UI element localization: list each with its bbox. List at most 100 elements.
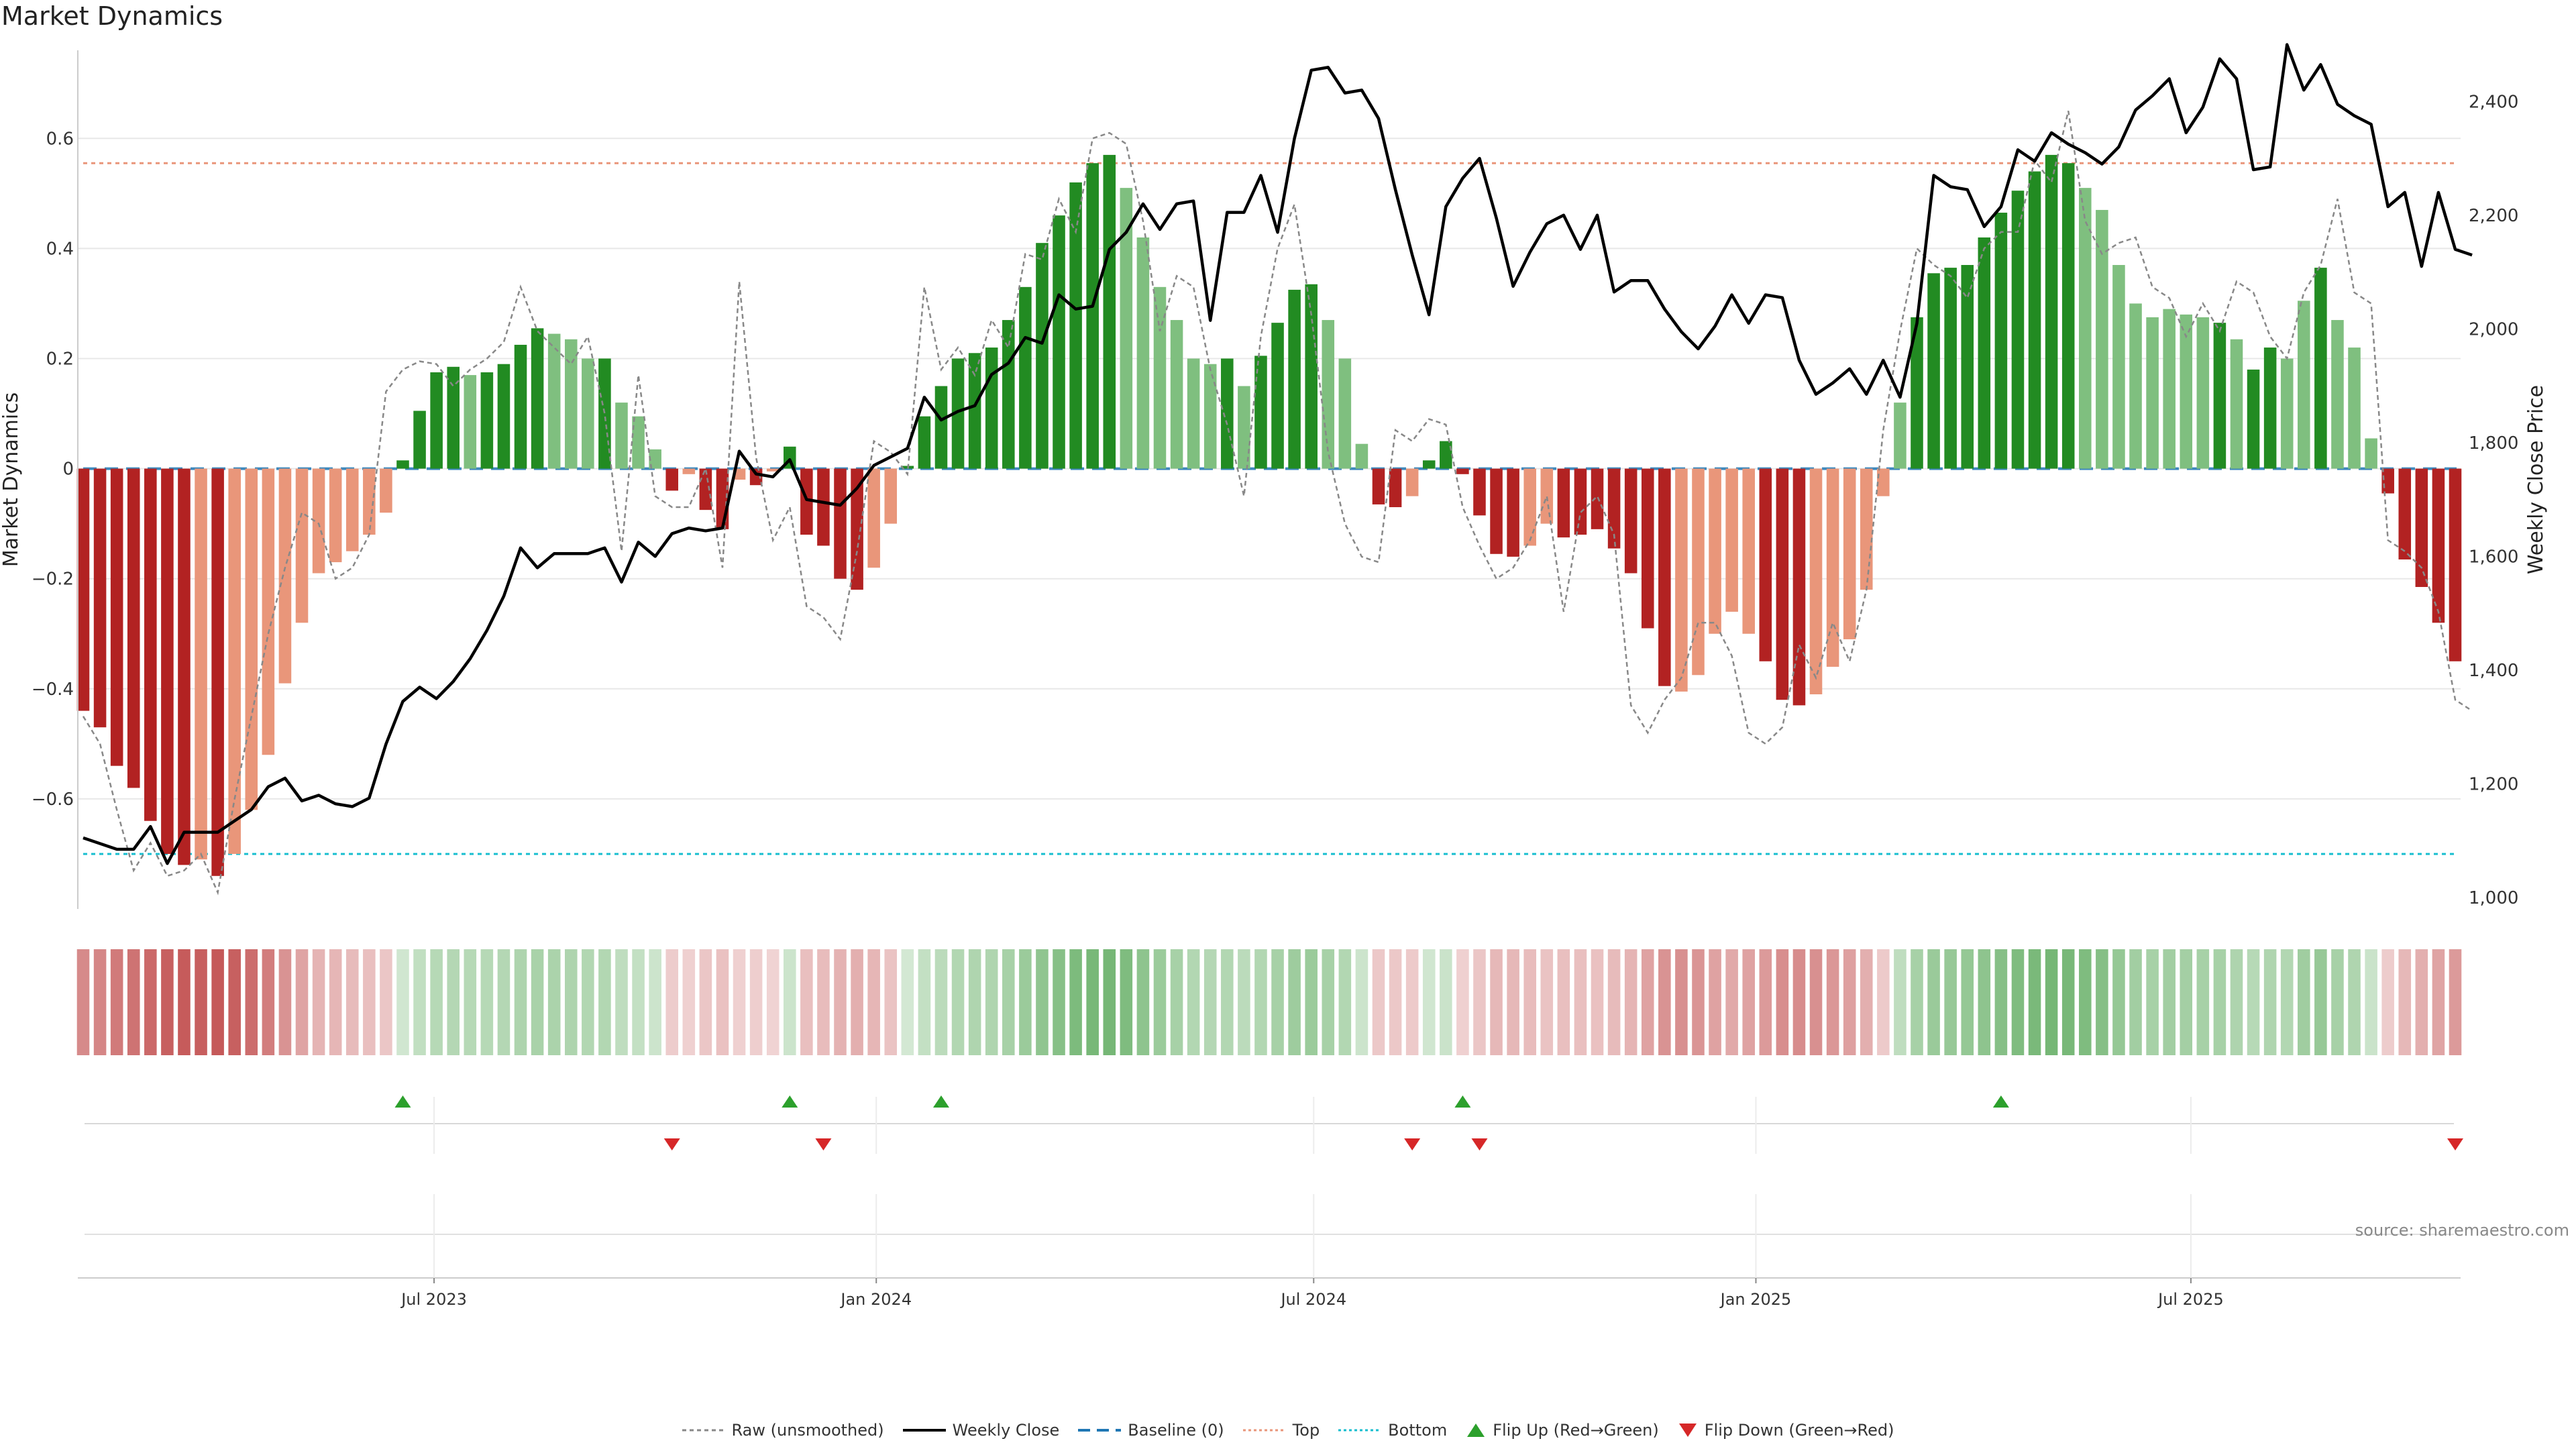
regime-cell [851, 949, 863, 1055]
regime-cell [1507, 949, 1519, 1055]
regime-cell [733, 949, 746, 1055]
bar [1809, 468, 1823, 694]
regime-cell [1540, 949, 1554, 1055]
bar [2398, 468, 2412, 559]
bar [2011, 191, 2025, 469]
regime-cell [2415, 949, 2428, 1055]
bar [1658, 468, 1671, 686]
bar [1355, 443, 1368, 469]
bar [2381, 468, 2394, 494]
bar [2213, 323, 2226, 469]
regime-cell [2061, 949, 2075, 1055]
y2-tick-label: 1,800 [2469, 433, 2518, 453]
bar [1574, 468, 1587, 535]
bar [345, 468, 359, 551]
regime-cell [1607, 949, 1621, 1055]
regime-cell [1053, 949, 1065, 1055]
regime-cell [615, 949, 628, 1055]
y2-tick-label: 1,600 [2469, 547, 2518, 567]
bar [278, 468, 292, 684]
bar [245, 468, 258, 810]
regime-cell [1927, 949, 1940, 1055]
bar [1843, 468, 1856, 639]
legend-item-flipdown: Flip Down (Green→Red) [1678, 1421, 1894, 1440]
bar [1978, 237, 1991, 469]
regime-cell [245, 949, 258, 1055]
bar [1490, 468, 1503, 554]
flip-down-marker [663, 1138, 680, 1150]
bar [716, 468, 729, 529]
raw-line [82, 111, 2473, 896]
flip-up-marker [932, 1095, 949, 1108]
bar [2348, 347, 2361, 469]
bar [2196, 317, 2210, 469]
regime-cell [480, 949, 494, 1055]
regime-cell [1742, 949, 1756, 1055]
regime-cell [1019, 949, 1032, 1055]
legend-item-bottom: Bottom [1338, 1421, 1447, 1440]
regime-cell [901, 949, 914, 1055]
regime-cell [1355, 949, 1368, 1055]
bar [2146, 317, 2159, 469]
bar [211, 468, 224, 876]
regime-cell [834, 949, 847, 1055]
bar [1288, 289, 1301, 469]
bar [2079, 188, 2092, 469]
chart-canvas: −0.6 −0.4 −0.2 0 0.2 0.4 0.6 1,000 1,200 1,400 1,6… [0, 43, 2548, 1309]
regime-cell [1776, 949, 1789, 1055]
regime-cell [144, 949, 157, 1055]
regime-cell [2079, 949, 2092, 1055]
bar [2129, 303, 2142, 469]
bar [1036, 243, 1049, 469]
regime-cell [1086, 949, 1099, 1055]
regime-cell [363, 949, 376, 1055]
bar [682, 468, 696, 474]
regime-cell [951, 949, 965, 1055]
regime-cell [2449, 949, 2462, 1055]
bar [1557, 468, 1570, 538]
regime-cell [2180, 949, 2193, 1055]
bar [1338, 358, 1352, 469]
regime-cell [1305, 949, 1318, 1055]
regime-cell [918, 949, 931, 1055]
bar [2163, 309, 2176, 469]
bar [2365, 438, 2377, 469]
bar [1187, 358, 1200, 469]
bar [632, 416, 645, 469]
bar [985, 347, 998, 469]
bar [1372, 468, 1385, 504]
bar [1961, 265, 1974, 469]
bar [1523, 468, 1536, 546]
regime-cell [228, 949, 241, 1055]
regime-cell [1523, 949, 1536, 1055]
close-series [83, 43, 2473, 865]
regime-cell [884, 949, 898, 1055]
bar [413, 411, 426, 469]
bar [1911, 317, 1923, 469]
regime-cell [2263, 949, 2277, 1055]
legend-top-label: Top [1292, 1421, 1320, 1440]
regime-cell [1591, 949, 1604, 1055]
bar [1894, 402, 1907, 469]
regime-cell [1440, 949, 1452, 1055]
regime-cell [632, 949, 645, 1055]
bar [851, 468, 863, 590]
bar [1776, 468, 1789, 700]
regime-cell [380, 949, 392, 1055]
bar [800, 468, 813, 535]
regime-cell [2331, 949, 2344, 1055]
y2-axis-label: Weekly Close Price [2524, 385, 2548, 574]
regime-cell [1288, 949, 1301, 1055]
regime-cell [985, 949, 998, 1055]
bar [1456, 468, 1469, 474]
regime-cell [531, 949, 544, 1055]
bar [968, 353, 981, 469]
close-line [83, 43, 2473, 865]
bar [1877, 468, 1890, 496]
regime-cell [1961, 949, 1974, 1055]
flip-down-marker [1404, 1138, 1421, 1150]
regime-cell [2129, 949, 2142, 1055]
regime-cell [2045, 949, 2058, 1055]
bar [1069, 182, 1082, 469]
bar [514, 344, 527, 469]
